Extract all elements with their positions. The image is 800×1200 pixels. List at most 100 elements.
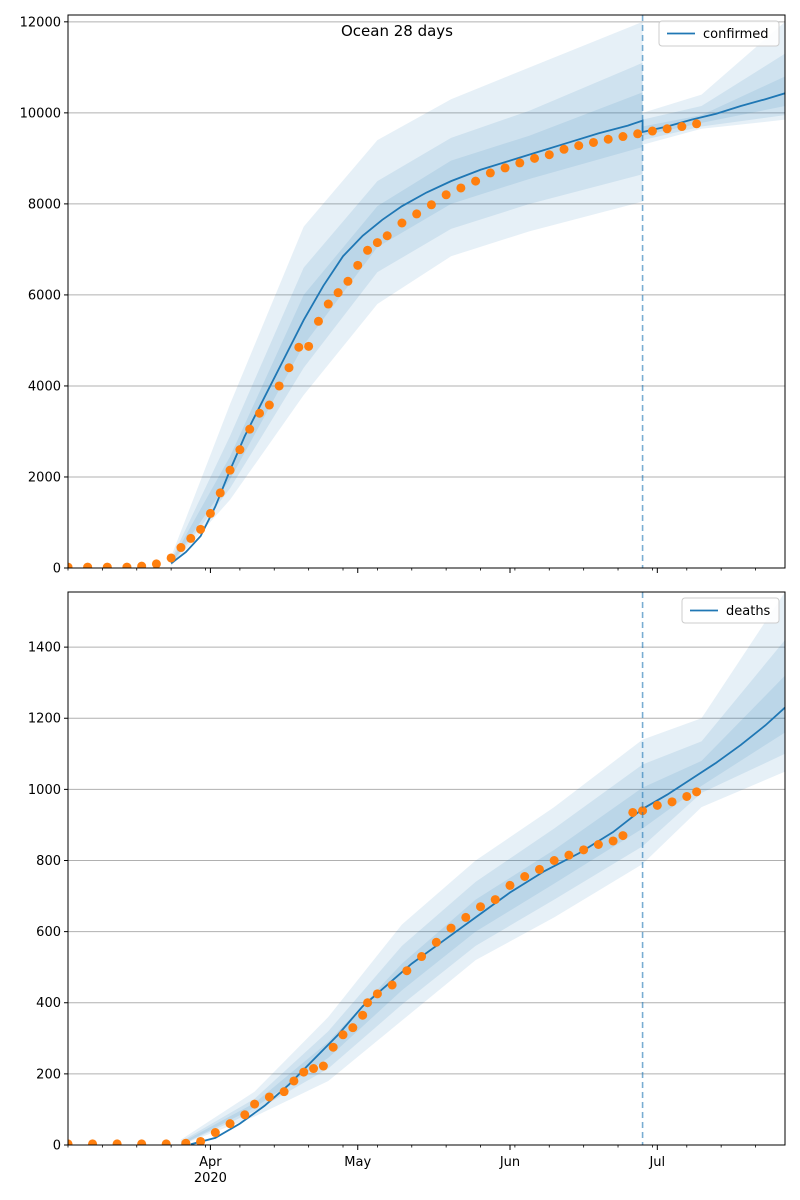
- deaths-observed-point: [328, 1042, 338, 1052]
- deaths-observed-point: [520, 872, 530, 882]
- deaths-observed-point: [431, 937, 441, 947]
- deaths-observed-point: [652, 800, 662, 810]
- confirmed-observed-point: [618, 132, 628, 142]
- confirmed-observed-point: [441, 190, 451, 200]
- deaths-legend-label: deaths: [726, 604, 771, 619]
- deaths-observed-point: [363, 998, 373, 1008]
- confirmed-observed-point: [456, 183, 466, 193]
- deaths-observed-point: [289, 1076, 299, 1086]
- confirmed-y-tick-label: 6000: [28, 288, 61, 303]
- confirmed-band-outer: [171, 21, 785, 567]
- confirmed-observed-point: [235, 445, 245, 455]
- deaths-y-tick-label: 600: [36, 925, 61, 940]
- deaths-observed-point: [161, 1139, 171, 1145]
- deaths-observed-point: [490, 895, 500, 905]
- deaths-observed-point: [137, 1139, 147, 1145]
- deaths-x-tick-label: Jul: [648, 1155, 665, 1170]
- confirmed-observed-point: [151, 559, 161, 568]
- confirmed-observed-point: [412, 209, 422, 219]
- deaths-observed-point: [549, 855, 559, 865]
- confirmed-panel: 0 2000 4000 6000 8000 10000 12000 Ocean 28 days…: [20, 14, 786, 577]
- deaths-observed-point: [196, 1136, 206, 1145]
- deaths-observed-point: [628, 807, 638, 817]
- confirmed-observed-point: [323, 299, 333, 309]
- deaths-x-tick-label: May: [344, 1155, 371, 1170]
- deaths-legend: [681, 597, 780, 624]
- deaths-observed-point: [446, 923, 456, 933]
- deaths-observed-point: [240, 1110, 250, 1120]
- deaths-observed-point: [387, 980, 397, 990]
- confirmed-observed-point: [313, 316, 323, 326]
- confirmed-observed-point: [500, 163, 510, 173]
- deaths-observed-point: [309, 1064, 319, 1074]
- deaths-observed-point: [461, 912, 471, 922]
- deaths-observed-point: [299, 1067, 309, 1077]
- confirmed-observed-point: [588, 137, 598, 147]
- deaths-x-tick-label: Jun: [499, 1155, 520, 1170]
- confirmed-observed-point: [284, 363, 294, 373]
- deaths-y-tick-label: 400: [36, 996, 61, 1011]
- confirmed-observed-point: [426, 200, 436, 210]
- confirmed-observed-point: [559, 144, 569, 154]
- deaths-y-tick-label: 1400: [28, 641, 61, 656]
- confirmed-model-line: [170, 92, 785, 565]
- confirmed-observed-point: [137, 561, 147, 568]
- deaths-observed-point: [618, 831, 628, 841]
- deaths-observed-point: [417, 952, 427, 962]
- deaths-observed-point: [88, 1139, 98, 1145]
- confirmed-y-tick-label: 8000: [28, 197, 61, 212]
- deaths-observed-point: [476, 902, 486, 912]
- confirmed-y-tick-label: 2000: [28, 470, 61, 485]
- deaths-observed-point: [338, 1030, 348, 1040]
- confirmed-observed-point: [603, 134, 613, 144]
- confirmed-observed-point: [205, 508, 215, 518]
- confirmed-observed-point: [692, 119, 702, 129]
- confirmed-y-tick-label: 0: [53, 562, 61, 577]
- deaths-band-outer: [180, 592, 785, 1145]
- confirmed-y-tick-label: 12000: [20, 15, 61, 30]
- deaths-observed-point: [348, 1023, 358, 1033]
- confirmed-observed-point: [397, 218, 407, 228]
- confirmed-observed-point: [574, 141, 584, 151]
- confirmed-observed-point: [647, 126, 657, 136]
- deaths-band-middle: [180, 640, 785, 1145]
- chart-title: Ocean 28 days: [341, 22, 453, 40]
- confirmed-observed-point: [274, 381, 284, 391]
- deaths-plot-area: [68, 592, 785, 1145]
- confirmed-observed-point: [333, 288, 343, 298]
- deaths-y-tick-label: 1200: [28, 712, 61, 727]
- confirmed-axes-frame: [67, 14, 786, 569]
- confirmed-legend-label: confirmed: [703, 27, 769, 42]
- confirmed-y-tick-label: 4000: [28, 379, 61, 394]
- confirmed-band-inner: [171, 76, 785, 565]
- deaths-observed-point: [210, 1128, 220, 1138]
- deaths-observed-point: [692, 787, 702, 797]
- confirmed-observed-point: [544, 150, 554, 160]
- deaths-observed-point: [593, 839, 603, 849]
- confirmed-observed-point: [633, 129, 643, 139]
- confirmed-y-tick-label: 10000: [20, 106, 61, 121]
- confirmed-observed-point: [245, 424, 255, 434]
- deaths-observed-point: [181, 1138, 191, 1145]
- confirmed-observed-point: [83, 562, 93, 568]
- confirmed-observed-point: [196, 524, 206, 534]
- confirmed-observed-point: [122, 562, 132, 568]
- deaths-observed-point: [564, 850, 574, 860]
- confirmed-observed-point: [485, 168, 495, 178]
- confirmed-observed-point: [382, 231, 392, 241]
- deaths-observed-point: [225, 1119, 235, 1129]
- deaths-y-tick-label: 200: [36, 1067, 61, 1082]
- confirmed-observed-point: [530, 153, 540, 163]
- deaths-observed-point: [534, 864, 544, 874]
- deaths-observed-point: [358, 1010, 368, 1020]
- deaths-observed-point: [638, 806, 648, 816]
- confirmed-observed-point: [255, 408, 265, 418]
- deaths-x-tick-label: Apr: [199, 1155, 222, 1170]
- confirmed-observed-point: [471, 176, 481, 186]
- deaths-observed-point: [579, 845, 589, 855]
- deaths-y-tick-label: 800: [36, 854, 61, 869]
- confirmed-observed-point: [677, 122, 687, 132]
- confirmed-observed-point: [353, 260, 363, 270]
- deaths-observed-point: [68, 1139, 73, 1145]
